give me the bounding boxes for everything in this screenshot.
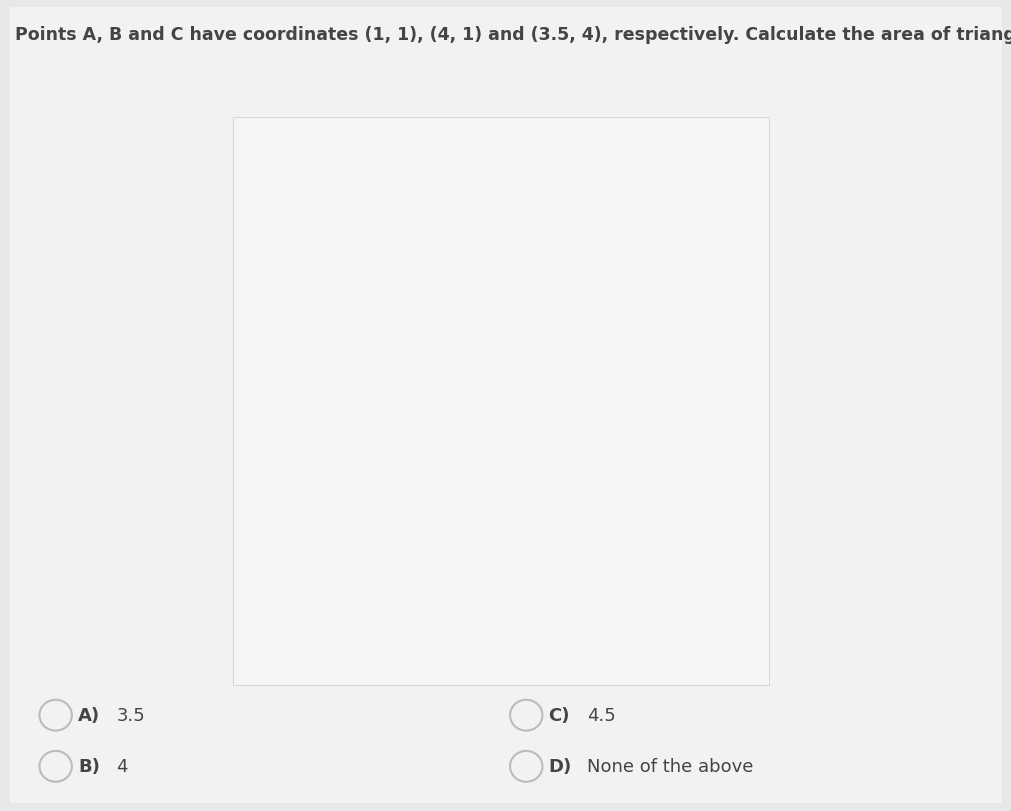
Text: B): B): [78, 757, 100, 775]
Text: 1: 1: [538, 428, 547, 444]
Text: -1: -1: [465, 462, 480, 477]
Text: 4: 4: [116, 757, 127, 775]
Text: A): A): [78, 706, 100, 724]
Text: 4: 4: [696, 428, 706, 444]
Text: -3: -3: [465, 575, 480, 590]
Text: 2: 2: [471, 292, 480, 307]
Text: 3: 3: [643, 428, 653, 444]
Text: -4: -4: [465, 632, 480, 646]
Text: x: x: [750, 389, 761, 407]
Text: C): C): [548, 706, 569, 724]
Text: None of the above: None of the above: [586, 757, 752, 775]
Text: Points A, B and C have coordinates (1, 1), (4, 1) and (3.5, 4), respectively. Ca: Points A, B and C have coordinates (1, 1…: [15, 26, 1011, 44]
Text: 1: 1: [471, 349, 480, 363]
Text: 4.5: 4.5: [586, 706, 615, 724]
Text: y: y: [496, 135, 507, 153]
Text: -2: -2: [377, 428, 392, 444]
Text: -1: -1: [430, 428, 445, 444]
Text: 2: 2: [590, 428, 601, 444]
Text: -2: -2: [465, 518, 480, 534]
Text: D): D): [548, 757, 571, 775]
Text: 4: 4: [471, 179, 480, 194]
Text: -3: -3: [325, 428, 340, 444]
Text: 3.5: 3.5: [116, 706, 145, 724]
Text: 3: 3: [471, 235, 480, 251]
Text: 0: 0: [491, 428, 501, 444]
Text: -4: -4: [272, 428, 287, 444]
